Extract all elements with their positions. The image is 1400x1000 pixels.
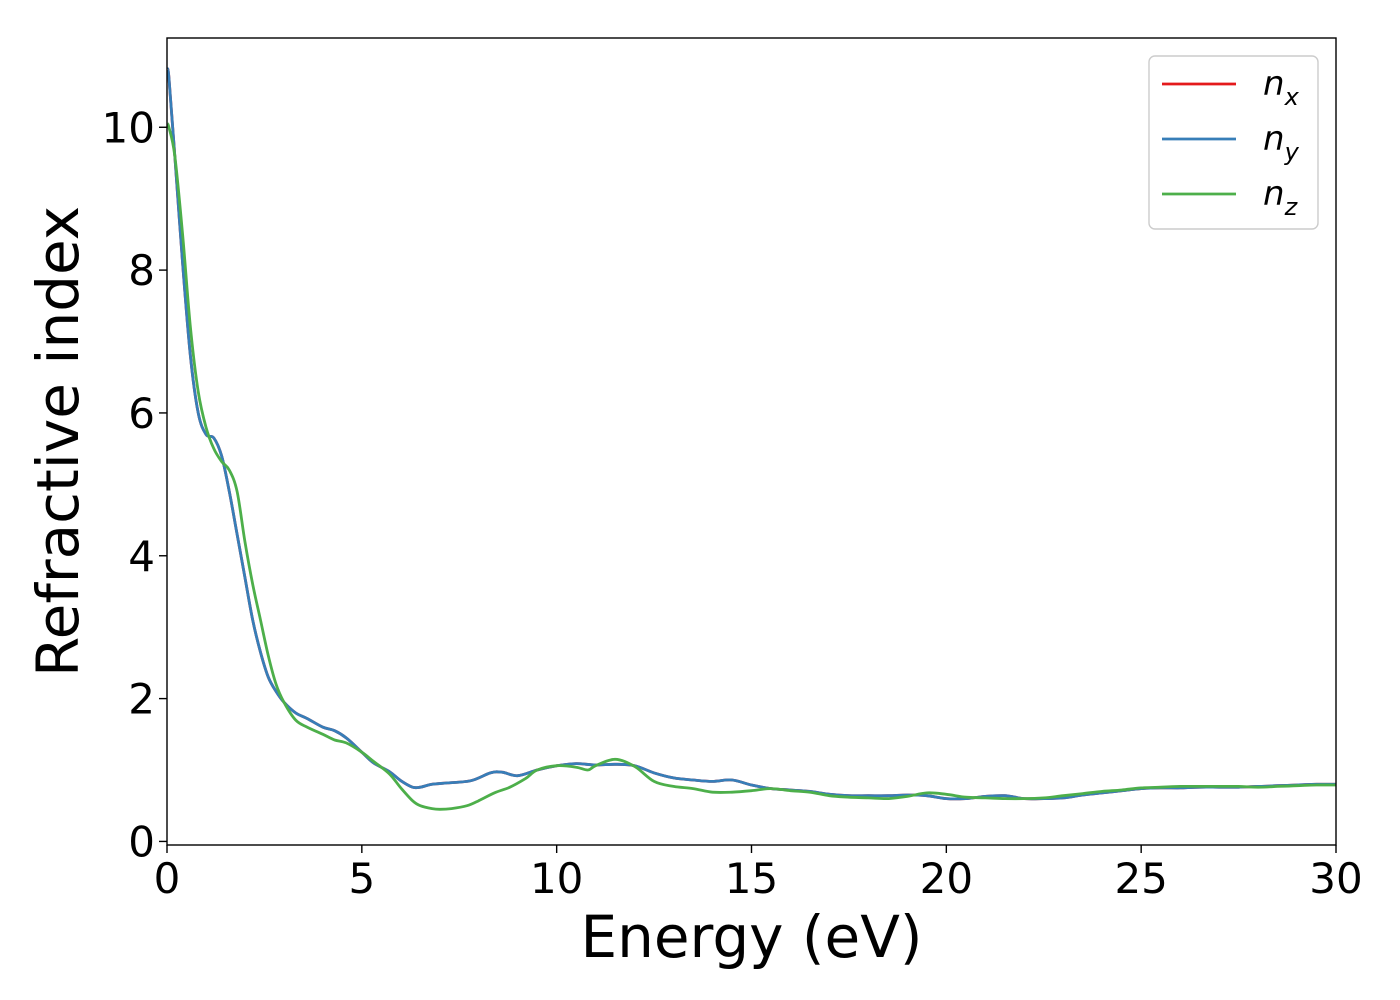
y-axis-label: Refractive index	[24, 206, 92, 677]
y-tick-label: 8	[128, 246, 155, 295]
y-tick-label: 4	[128, 532, 155, 581]
legend-label-base: n	[1263, 64, 1285, 104]
y-tick-label: 6	[128, 389, 155, 438]
y-tick-label: 0	[128, 817, 155, 866]
legend-label-subscript: z	[1284, 193, 1299, 221]
legend-box	[1148, 55, 1319, 230]
x-tick-label: 30	[1309, 854, 1362, 903]
x-axis-label: Energy (eV)	[580, 903, 922, 971]
legend-label-base: n	[1263, 174, 1285, 214]
legend-label-subscript: x	[1284, 83, 1300, 111]
legend-label-x: nx	[1263, 64, 1300, 111]
y-tick-label: 10	[102, 103, 155, 152]
x-tick-label: 25	[1114, 854, 1167, 903]
legend-label-y: ny	[1263, 119, 1300, 166]
x-tick-label: 0	[154, 854, 181, 903]
x-tick-label: 10	[530, 854, 583, 903]
y-tick-label: 2	[128, 675, 155, 724]
series-line-z	[167, 122, 1336, 811]
legend-label-subscript: y	[1284, 138, 1300, 166]
x-tick-label: 5	[348, 854, 375, 903]
legend-label-base: n	[1263, 119, 1285, 159]
legend-label-z: nz	[1263, 174, 1299, 221]
y-axis-ticks: 0 2 4 6 8 10	[102, 103, 167, 866]
x-axis-ticks: 0 5 10 15 20 25 30	[154, 845, 1363, 903]
x-tick-label: 15	[725, 854, 778, 903]
series-layer	[167, 67, 1336, 811]
x-tick-label: 20	[920, 854, 973, 903]
